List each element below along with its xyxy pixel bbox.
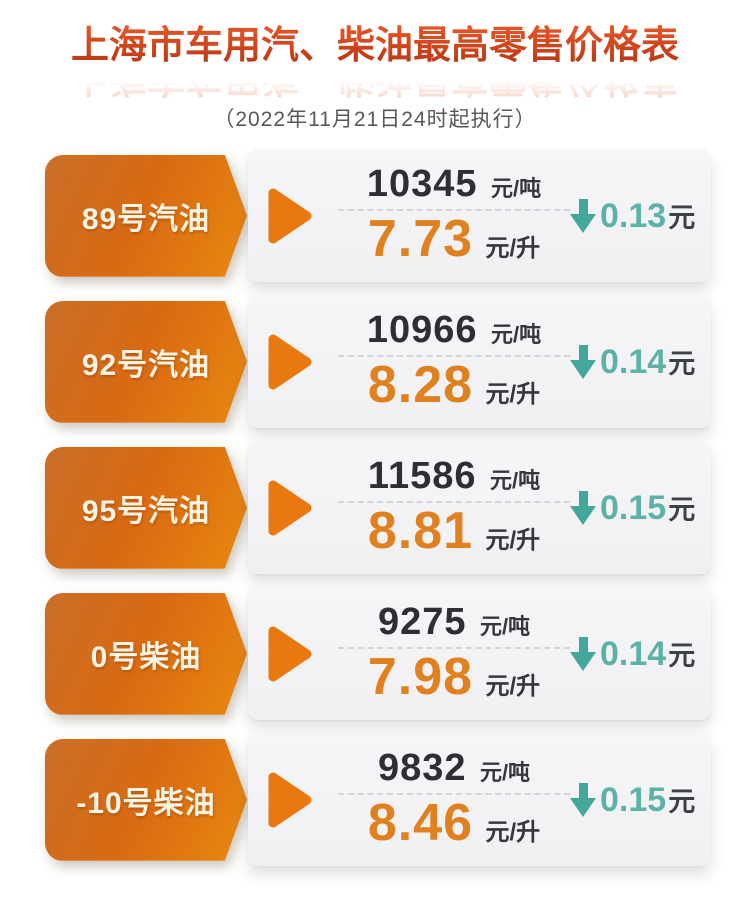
- fuel-type-badge: 92号汽油: [45, 300, 247, 423]
- fuel-row-89-gasoline: 89号汽油 10345 元/吨 7.73 元/升: [45, 149, 712, 283]
- change-unit: 元: [668, 640, 696, 671]
- fuel-type-badge: 89号汽油: [45, 154, 247, 277]
- change-unit: 元: [668, 348, 696, 379]
- liter-price-unit: 元/升: [485, 380, 541, 408]
- dashed-divider: [338, 792, 570, 795]
- price-card: 9275 元/吨 7.98 元/升 0.14 元: [248, 587, 712, 721]
- liter-price-unit: 元/升: [485, 818, 541, 846]
- change-unit: 元: [668, 494, 696, 525]
- liter-price-unit: 元/升: [485, 672, 541, 700]
- fuel-type-badge: -10号柴油: [45, 738, 247, 861]
- fuel-type-badge: 95号汽油: [45, 446, 247, 569]
- fuel-row-95-gasoline: 95号汽油 11586 元/吨 8.81 元/升: [45, 441, 712, 575]
- fuel-type-badge-shape: 0号柴油: [45, 592, 247, 715]
- down-arrow-icon: [570, 636, 596, 671]
- fuel-type-label: 95号汽油: [81, 494, 211, 528]
- price-change: 0.14 元: [570, 634, 701, 674]
- dashed-divider: [338, 500, 570, 503]
- dashed-divider: [338, 208, 570, 211]
- down-arrow-icon: [570, 782, 596, 817]
- ton-price-line: 9832 元/吨: [338, 747, 570, 790]
- price-block: 10966 元/吨 8.28 元/升: [338, 309, 570, 415]
- price-change: 0.14 元: [570, 342, 701, 382]
- fuel-type-badge-shape: -10号柴油: [45, 738, 247, 861]
- price-block: 9832 元/吨 8.46 元/升: [338, 747, 570, 853]
- price-card: 10345 元/吨 7.73 元/升 0.13 元: [248, 149, 712, 283]
- change-amount: 0.14: [600, 634, 667, 673]
- ton-price-line: 11586 元/吨: [338, 455, 570, 498]
- liter-price-line: 7.73 元/升: [338, 209, 570, 269]
- liter-price-value: 7.98: [367, 647, 474, 706]
- effective-date-subtitle: （2022年11月21日24时起执行）: [213, 108, 537, 132]
- ton-price-unit: 元/吨: [479, 759, 531, 785]
- pointer-triangle-icon: [268, 334, 312, 390]
- header: 上海市车用汽、柴油最高零售价格表 上海市车用汽、柴油最高零售价格表 （2022年…: [0, 0, 750, 133]
- price-rows: 89号汽油 10345 元/吨 7.73 元/升: [0, 149, 750, 867]
- pointer-triangle-icon: [268, 188, 312, 244]
- pointer-triangle-icon: [268, 626, 312, 682]
- change-amount: 0.15: [600, 488, 667, 527]
- page-title-reflection: 上海市车用汽、柴油最高零售价格表: [0, 69, 750, 99]
- fuel-type-badge-shape: 92号汽油: [45, 300, 247, 423]
- ton-price-line: 10966 元/吨: [338, 309, 570, 352]
- ton-price-value: 11586: [367, 454, 477, 497]
- ton-price-value: 9275: [377, 600, 467, 643]
- liter-price-unit: 元/升: [485, 234, 541, 262]
- ton-price-value: 9832: [377, 746, 467, 789]
- liter-price-value: 8.28: [367, 355, 474, 414]
- fuel-type-label: 89号汽油: [81, 202, 211, 236]
- price-block: 9275 元/吨 7.98 元/升: [338, 601, 570, 707]
- price-card: 11586 元/吨 8.81 元/升 0.15 元: [248, 441, 712, 575]
- liter-price-unit: 元/升: [485, 526, 541, 554]
- liter-price-line: 8.81 元/升: [338, 501, 570, 561]
- down-arrow-icon: [570, 344, 596, 379]
- fuel-type-badge-shape: 89号汽油: [45, 154, 247, 277]
- price-block: 10345 元/吨 7.73 元/升: [338, 163, 570, 269]
- fuel-type-label: 0号柴油: [90, 640, 202, 674]
- liter-price-value: 8.46: [367, 793, 474, 852]
- down-arrow-icon: [570, 490, 596, 525]
- ton-price-line: 9275 元/吨: [338, 601, 570, 644]
- change-unit: 元: [668, 202, 696, 233]
- change-unit: 元: [668, 786, 696, 817]
- ton-price-unit: 元/吨: [479, 613, 531, 639]
- price-change: 0.13 元: [570, 196, 701, 236]
- down-arrow-icon: [570, 198, 596, 233]
- change-amount: 0.13: [600, 196, 667, 235]
- liter-price-value: 8.81: [367, 501, 474, 560]
- change-amount: 0.14: [600, 342, 667, 381]
- liter-price-value: 7.73: [367, 209, 474, 268]
- fuel-type-badge-shape: 95号汽油: [45, 446, 247, 569]
- dashed-divider: [338, 646, 570, 649]
- liter-price-line: 8.28 元/升: [338, 355, 570, 415]
- fuel-type-label: 92号汽油: [81, 348, 211, 382]
- ton-price-value: 10345: [366, 162, 478, 205]
- ton-price-unit: 元/吨: [491, 175, 542, 201]
- price-change: 0.15 元: [570, 488, 701, 528]
- page-title: 上海市车用汽、柴油最高零售价格表: [0, 24, 750, 68]
- price-change: 0.15 元: [570, 780, 701, 820]
- liter-price-line: 8.46 元/升: [338, 793, 570, 853]
- fuel-row-0-diesel: 0号柴油 9275 元/吨 7.98 元/升: [45, 587, 712, 721]
- ton-price-unit: 元/吨: [489, 467, 541, 493]
- liter-price-line: 7.98 元/升: [338, 647, 570, 707]
- ton-price-value: 10966: [366, 308, 478, 351]
- pointer-triangle-icon: [268, 480, 312, 536]
- fuel-type-label: -10号柴油: [76, 786, 216, 820]
- ton-price-line: 10345 元/吨: [338, 163, 570, 206]
- dashed-divider: [338, 354, 570, 357]
- price-card: 9832 元/吨 8.46 元/升 0.15 元: [248, 733, 712, 867]
- fuel-type-badge: 0号柴油: [45, 592, 247, 715]
- price-block: 11586 元/吨 8.81 元/升: [338, 455, 570, 561]
- fuel-row-minus10-diesel: -10号柴油 9832 元/吨 8.46 元/升: [45, 733, 712, 867]
- change-amount: 0.15: [600, 780, 667, 819]
- fuel-row-92-gasoline: 92号汽油 10966 元/吨 8.28 元/升: [45, 295, 712, 429]
- pointer-triangle-icon: [268, 772, 312, 828]
- price-card: 10966 元/吨 8.28 元/升 0.14 元: [248, 295, 712, 429]
- ton-price-unit: 元/吨: [491, 321, 542, 347]
